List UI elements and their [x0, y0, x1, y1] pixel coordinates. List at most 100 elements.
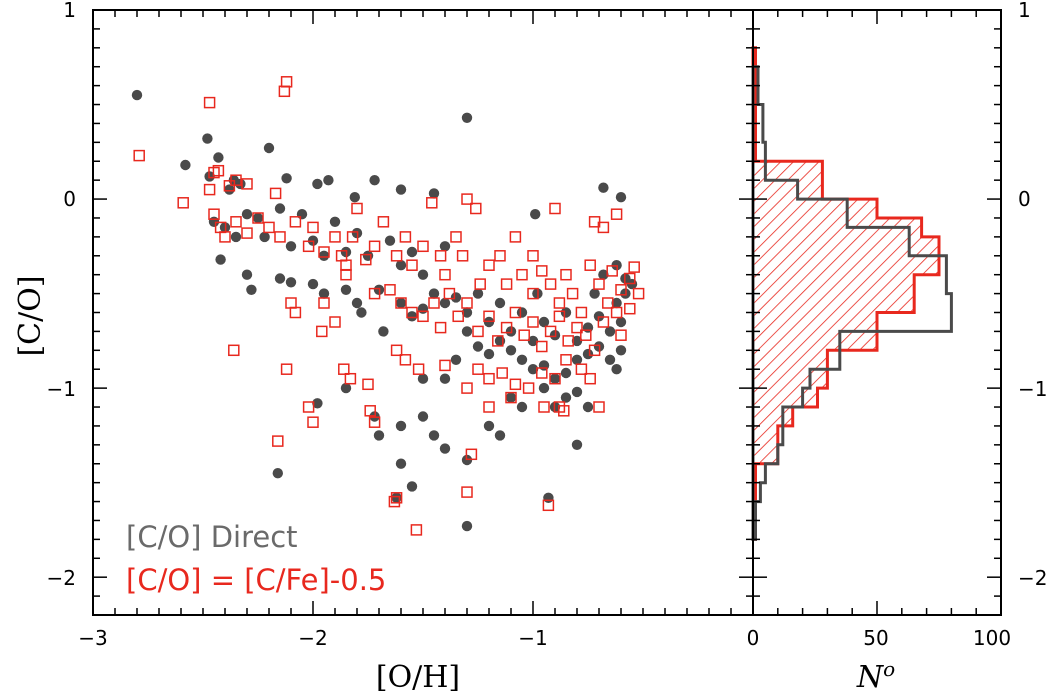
scatter-point-estimated	[410, 524, 423, 536]
scatter-point-estimated	[593, 278, 605, 290]
scatter-point-estimated	[483, 372, 495, 385]
scatter-point-direct	[318, 250, 330, 261]
scatter-plot	[131, 76, 645, 536]
scatter-point-direct	[472, 341, 484, 352]
scatter-point-estimated	[241, 178, 253, 190]
scatter-point-direct	[246, 284, 257, 295]
scatter-point-estimated	[544, 278, 557, 290]
scatter-point-estimated	[269, 187, 282, 200]
scatter-point-estimated	[252, 212, 264, 224]
scatter-point-estimated	[538, 401, 550, 413]
scatter-point-estimated	[351, 202, 363, 215]
scatter-point-estimated	[384, 284, 396, 296]
scatter-point-direct	[560, 367, 572, 379]
scatter-point-direct	[611, 364, 622, 375]
legend-estimated: [C/O] = [C/Fe]-0.5	[126, 563, 386, 597]
scatter-point-estimated	[307, 416, 319, 428]
scatter-point-direct	[604, 326, 616, 337]
scatter-point-estimated	[483, 310, 495, 323]
scatter-point-direct	[582, 348, 594, 360]
ytick-label: −1	[47, 377, 76, 401]
scatter-point-estimated	[212, 164, 225, 177]
scatter-point-estimated	[558, 405, 570, 417]
ytick-label: 1	[63, 0, 76, 22]
scatter-point-estimated	[628, 261, 640, 273]
scatter-point-estimated	[549, 372, 561, 385]
scatter-point-estimated	[219, 231, 231, 243]
scatter-point-direct	[505, 392, 517, 403]
scatter-point-direct	[417, 269, 429, 280]
scatter-point-direct	[494, 430, 506, 441]
scatter-point-direct	[131, 89, 143, 101]
scatter-point-direct	[349, 192, 360, 203]
scatter-point-estimated	[500, 321, 513, 334]
scatter-point-estimated	[610, 208, 623, 220]
scatter-point-direct	[318, 288, 330, 299]
scatter-point-estimated	[566, 287, 579, 300]
xtick-label: −3	[78, 626, 107, 650]
scatter-point-direct	[589, 288, 600, 299]
scatter-point-direct	[571, 439, 583, 450]
scatter-point-estimated	[285, 297, 297, 309]
scatter-point-direct	[373, 430, 385, 441]
scatter-point-estimated	[624, 272, 636, 285]
scatter-point-direct	[461, 307, 473, 318]
scatter-point-estimated	[474, 278, 486, 290]
scatter-point-direct	[450, 354, 462, 365]
scatter-point-direct	[395, 184, 407, 195]
scatter-point-estimated	[368, 240, 381, 253]
scatter-point-direct	[615, 316, 627, 328]
scatter-point-estimated	[461, 193, 473, 205]
scatter-point-direct	[395, 420, 407, 432]
scatter-point-direct	[560, 307, 572, 318]
scatter-point-direct	[450, 292, 462, 303]
scatter-point-estimated	[580, 329, 592, 341]
scatter-point-estimated	[527, 316, 539, 328]
scatter-point-direct	[307, 278, 319, 290]
scatter-point-direct	[560, 392, 572, 403]
scatter-point-estimated	[434, 321, 447, 334]
scatter-point-direct	[483, 348, 495, 360]
scatter-point-direct	[351, 297, 363, 309]
scatter-point-estimated	[390, 250, 403, 262]
scatter-point-estimated	[492, 335, 504, 347]
scatter-point-estimated	[426, 197, 438, 209]
scatter-point-direct	[378, 326, 389, 337]
scatter-point-estimated	[338, 363, 350, 375]
scatter-point-direct	[230, 231, 242, 243]
scatter-point-estimated	[280, 363, 293, 375]
scatter-point-estimated	[593, 401, 605, 413]
scatter-point-direct	[356, 307, 367, 318]
scatter-point-estimated	[606, 265, 618, 277]
scatter-point-direct	[461, 326, 473, 337]
scatter-point-estimated	[417, 310, 429, 323]
scatter-point-estimated	[602, 297, 614, 309]
ytick-label-right: −2	[1018, 566, 1047, 590]
scatter-point-estimated	[588, 344, 601, 357]
scatter-point-direct	[483, 420, 495, 432]
scatter-point-estimated	[632, 287, 645, 300]
scatter-point-estimated	[509, 306, 522, 319]
scatter-point-direct	[340, 382, 352, 394]
scatter-point-estimated	[536, 265, 548, 277]
xtick-label: −1	[518, 626, 547, 650]
scatter-point-estimated	[527, 287, 539, 300]
scatter-point-direct	[417, 373, 429, 384]
scatter-point-estimated	[610, 306, 623, 319]
scatter-point-estimated	[542, 499, 555, 512]
scatter-point-direct	[611, 297, 622, 309]
scatter-point-estimated	[390, 492, 403, 504]
scatter-point-estimated	[280, 76, 293, 88]
scatter-point-direct	[472, 288, 484, 299]
scatter-point-estimated	[230, 216, 242, 228]
scatter-point-estimated	[272, 435, 284, 447]
scatter-point-direct	[241, 269, 253, 280]
scatter-point-estimated	[615, 284, 627, 296]
scatter-point-estimated	[461, 486, 473, 498]
scatter-point-estimated	[516, 268, 528, 281]
scatter-point-estimated	[177, 197, 189, 209]
scatter-point-estimated	[553, 310, 566, 323]
scatter-point-estimated	[406, 306, 418, 319]
scatter-point-direct	[439, 443, 451, 454]
scatter-point-estimated	[553, 297, 566, 309]
